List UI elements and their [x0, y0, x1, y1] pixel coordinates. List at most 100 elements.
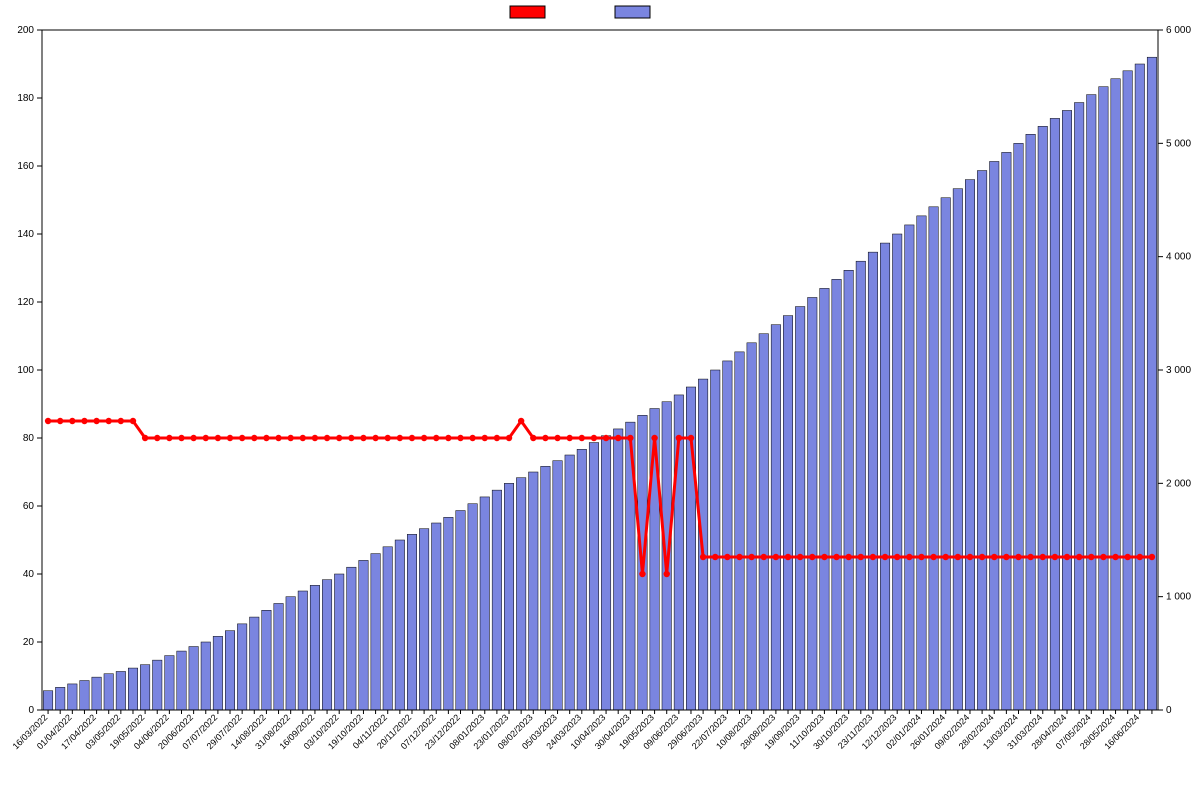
line-marker [773, 554, 779, 560]
line-marker [845, 554, 851, 560]
line-marker [785, 554, 791, 560]
bar [941, 198, 950, 710]
bar [359, 560, 368, 710]
bar [1014, 143, 1023, 710]
line-marker [1149, 554, 1155, 560]
line-marker [275, 435, 281, 441]
line-marker [664, 571, 670, 577]
bar [965, 180, 974, 710]
bar [201, 642, 210, 710]
bar [274, 603, 283, 710]
bar [407, 534, 416, 710]
bar [383, 547, 392, 710]
line-marker [736, 554, 742, 560]
y-left-tick-label: 80 [23, 433, 35, 444]
line-marker [724, 554, 730, 560]
y-left-tick-label: 40 [23, 569, 35, 580]
line-marker [263, 435, 269, 441]
line-marker [906, 554, 912, 560]
bar [601, 436, 610, 710]
line-marker [639, 571, 645, 577]
line-marker [300, 435, 306, 441]
line-marker [712, 554, 718, 560]
bar [529, 472, 538, 710]
bar [759, 334, 768, 710]
bar [1123, 71, 1132, 710]
line-marker [979, 554, 985, 560]
line-marker [142, 435, 148, 441]
bar [153, 660, 162, 710]
bar [711, 370, 720, 710]
line-marker [287, 435, 293, 441]
line-marker [870, 554, 876, 560]
bar [990, 161, 999, 710]
line-marker [530, 435, 536, 441]
y-right-tick-label: 0 [1166, 705, 1172, 716]
y-left-tick-label: 160 [17, 161, 34, 172]
bar [456, 511, 465, 710]
bar [735, 352, 744, 710]
bar [189, 647, 198, 710]
bar [516, 478, 525, 710]
bar [432, 523, 441, 710]
bar [298, 591, 307, 710]
line-marker [1124, 554, 1130, 560]
line-marker [1100, 554, 1106, 560]
line-marker [1112, 554, 1118, 560]
bar [468, 504, 477, 710]
chart-svg: 02040608010012014016018020001 0002 0003 … [0, 0, 1200, 800]
y-right-tick-label: 2 000 [1166, 478, 1191, 489]
line-marker [336, 435, 342, 441]
bar [577, 449, 586, 710]
line-marker [45, 418, 51, 424]
line-marker [69, 418, 75, 424]
line-marker [251, 435, 257, 441]
line-marker [967, 554, 973, 560]
bar [868, 252, 877, 710]
bar [104, 674, 113, 710]
y-right-tick-label: 3 000 [1166, 365, 1191, 376]
bar [1026, 134, 1035, 710]
bar [1111, 79, 1120, 710]
line-marker [627, 435, 633, 441]
line-marker [761, 554, 767, 560]
line-marker [1076, 554, 1082, 560]
line-marker [651, 435, 657, 441]
bar [55, 687, 64, 710]
line-marker [518, 418, 524, 424]
bar [1135, 64, 1144, 710]
bar [492, 490, 501, 710]
bar [504, 483, 513, 710]
line-marker [409, 435, 415, 441]
bar [783, 316, 792, 710]
bar [262, 610, 271, 710]
bar [929, 207, 938, 710]
bar [68, 684, 77, 710]
line-marker [1003, 554, 1009, 560]
line-marker [57, 418, 63, 424]
bar [250, 617, 259, 710]
y-right-tick-label: 4 000 [1166, 252, 1191, 263]
line-marker [1088, 554, 1094, 560]
line-marker [603, 435, 609, 441]
line-marker [81, 418, 87, 424]
line-marker [797, 554, 803, 560]
line-marker [858, 554, 864, 560]
line-marker [1064, 554, 1070, 560]
line-marker [821, 554, 827, 560]
line-marker [930, 554, 936, 560]
line-marker [178, 435, 184, 441]
bar [444, 517, 453, 710]
line-marker [348, 435, 354, 441]
line-marker [882, 554, 888, 560]
line-marker [1015, 554, 1021, 560]
bar [1038, 126, 1047, 710]
line-marker [591, 435, 597, 441]
line-marker [676, 435, 682, 441]
y-left-tick-label: 120 [17, 297, 34, 308]
bar [165, 656, 174, 710]
line-marker [688, 435, 694, 441]
bar [1087, 95, 1096, 710]
line-marker [700, 554, 706, 560]
bar [347, 567, 356, 710]
